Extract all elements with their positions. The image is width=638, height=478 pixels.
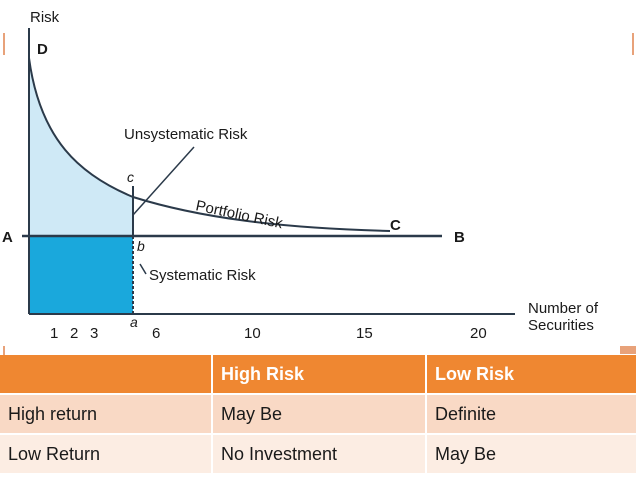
table-header-row: High Risk Low Risk (0, 355, 638, 395)
unsystematic-pointer (132, 146, 195, 216)
x-tick: 15 (356, 325, 373, 342)
table-cell: May Be (212, 394, 427, 435)
table-header-cell: Low Risk (426, 355, 638, 395)
point-label-b-lower: b (137, 238, 145, 254)
left-edge-mark-mid (3, 346, 5, 356)
right-edge-mark-top (632, 33, 634, 55)
x-tick: 20 (470, 325, 487, 342)
point-label-c-lower: c (127, 169, 134, 185)
table-row: High return May Be Definite (0, 394, 638, 435)
unsystematic-risk-area (29, 58, 133, 236)
portfolio-risk-curve (28, 57, 391, 232)
point-label-a: A (2, 229, 13, 246)
systematic-pointer (139, 263, 147, 275)
x-tick: 6 (152, 325, 160, 342)
left-edge-mark-top (3, 33, 5, 55)
table-header-cell (0, 355, 213, 395)
point-label-d: D (37, 41, 48, 58)
portfolio-risk-label: Portfolio Risk (194, 197, 284, 232)
right-edge-mark-mid (620, 346, 636, 354)
x-tick: 10 (244, 325, 261, 342)
y-axis-title: Risk (30, 9, 60, 26)
x-tick: 1 (50, 325, 58, 342)
x-tick: 2 (70, 325, 78, 342)
table-cell: Definite (426, 394, 638, 435)
point-label-b-upper: B (454, 229, 465, 246)
x-axis-title-line1: Number of (528, 300, 599, 317)
table-cell: Low Return (0, 434, 213, 475)
risk-return-table: High Risk Low Risk High return May Be De… (0, 355, 638, 475)
x-axis-title-line2: Securities (528, 317, 594, 334)
risk-diagram: Risk D A B C c b a Unsystematic Risk Por… (2, 9, 599, 342)
table-cell: No Investment (212, 434, 427, 475)
table-header-cell: High Risk (212, 355, 427, 395)
systematic-risk-area (29, 236, 133, 314)
point-label-c-upper: C (390, 217, 401, 234)
systematic-risk-label: Systematic Risk (149, 267, 256, 284)
table-cell: May Be (426, 434, 638, 475)
table-row: Low Return No Investment May Be (0, 434, 638, 475)
table-cell: High return (0, 394, 213, 435)
point-label-a-lower: a (130, 314, 138, 330)
unsystematic-risk-label: Unsystematic Risk (124, 126, 248, 143)
x-tick: 3 (90, 325, 98, 342)
